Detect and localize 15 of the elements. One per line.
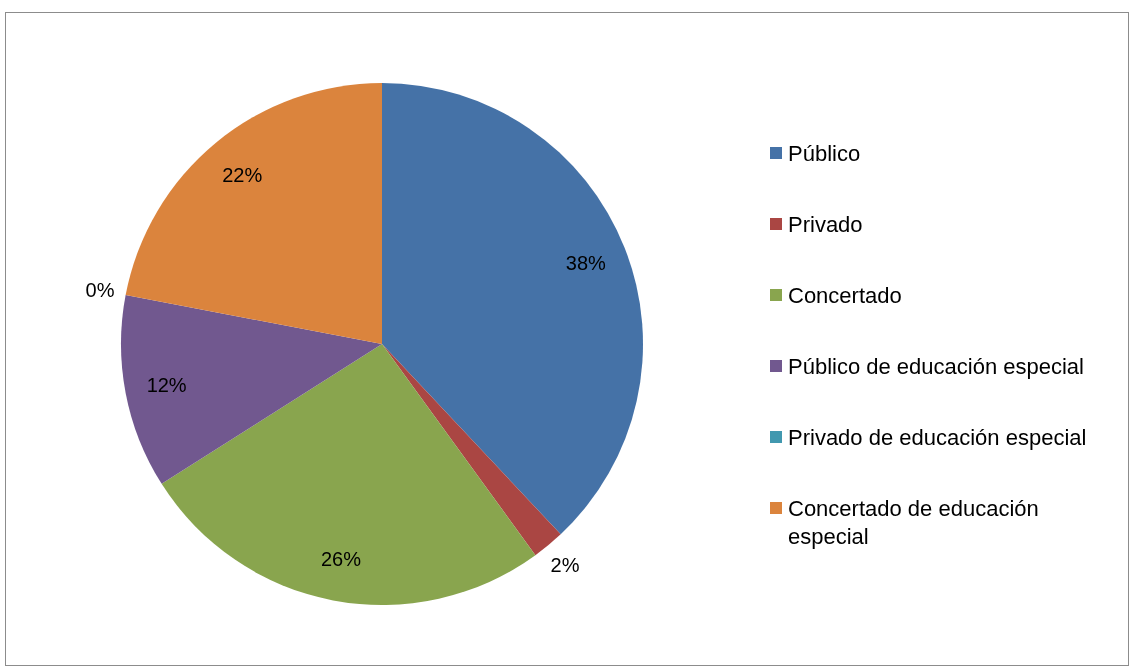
pie-slice (125, 83, 382, 344)
pie-slice (382, 83, 643, 535)
legend-label: Privado de educación especial (788, 424, 1087, 450)
legend-label: Concertado (788, 282, 902, 308)
legend-label: Público de educación especial (788, 353, 1084, 379)
legend-label: Público (788, 140, 861, 166)
data-label: 38% (565, 252, 607, 275)
data-label: 26% (320, 548, 362, 571)
legend-label: Privado (788, 211, 863, 237)
pie-slice (121, 295, 382, 484)
data-label: 22% (222, 164, 263, 187)
data-label: 12% (146, 374, 187, 397)
legend-label: Concertado de educación especial (788, 495, 1039, 549)
text: 0% (85, 279, 115, 302)
data-label: 2% (550, 554, 580, 577)
